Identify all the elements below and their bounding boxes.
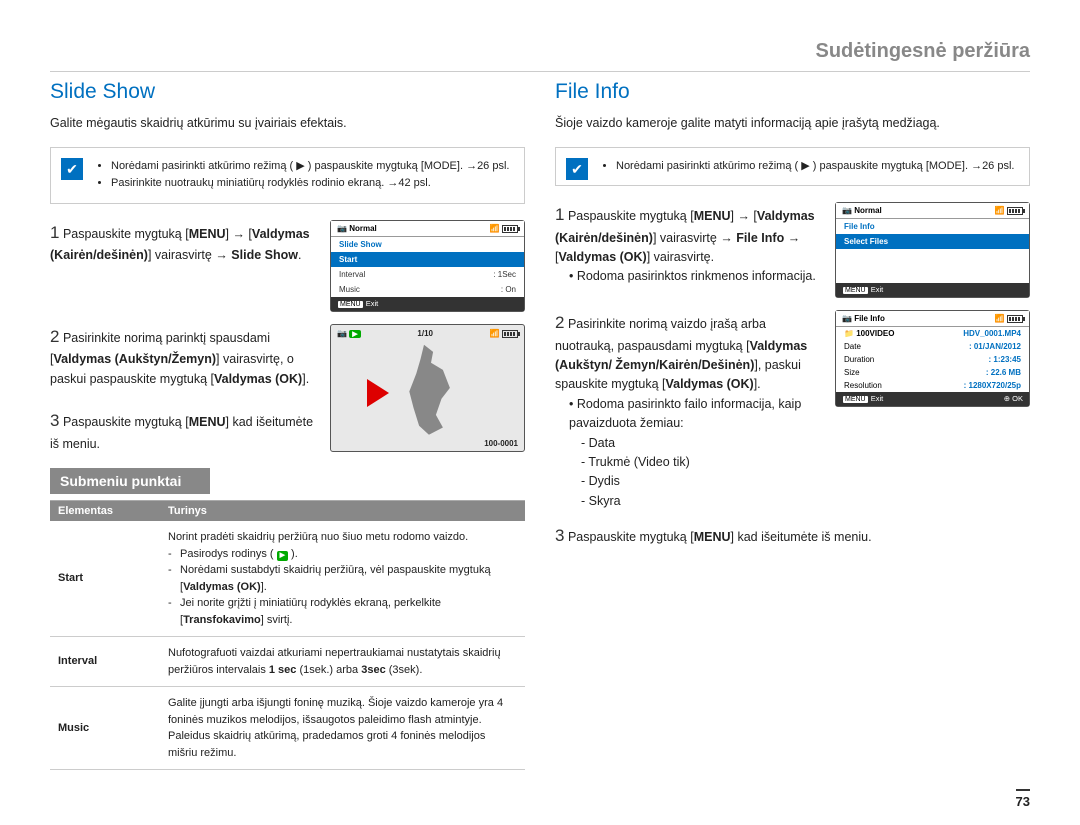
menu-item: Interval: 1Sec [331, 267, 524, 282]
menu-item: File Info [836, 219, 1029, 234]
step-number: 1 [50, 223, 59, 242]
slideshow-section: Slide Show Galite mėgautis skaidrių atkū… [50, 80, 525, 770]
menu-item: Slide Show [331, 237, 524, 252]
note-line: Pasirinkite nuotraukų miniatiūrų rodyklė… [111, 175, 514, 193]
play-icon [367, 379, 389, 407]
table-row: Interval Nufotografuoti vaizdai atkuriam… [50, 637, 525, 687]
step-number: 1 [555, 205, 564, 224]
submenu-table: Elementas Turinys Start Norint pradėti s… [50, 500, 525, 770]
menu-item: Music: On [331, 282, 524, 297]
step-number: 3 [50, 411, 59, 430]
note-line: Norėdami pasirinkti atkūrimo režimą ( ▶ … [616, 158, 1019, 176]
step-number: 2 [50, 327, 59, 346]
slideshow-title: Slide Show [50, 80, 525, 104]
fileinfo-intro: Šioje vaizdo kameroje galite matyti info… [555, 114, 1030, 133]
page-number: 73 [1016, 789, 1030, 809]
table-header: Elementas [50, 501, 160, 522]
menu-item-selected: Start [331, 252, 524, 267]
file-info-screen: 📷 File Info 📶 📁 100VIDEOHDV_0001.MP4 Dat… [835, 310, 1030, 407]
check-icon: ✔ [566, 158, 588, 180]
table-row: Music Galite įjungti arba išjungti fonin… [50, 687, 525, 770]
fileinfo-section: File Info Šioje vaizdo kameroje galite m… [555, 80, 1030, 770]
table-header: Turinys [160, 501, 525, 522]
menu-screen: 📷 Normal 📶 Slide Show Start Interval: 1S… [330, 220, 525, 312]
preview-thumbnail: 📷 ▶ 1/10 📶 100-0001 [330, 324, 525, 452]
page-header: Sudėtingesnė peržiūra [50, 40, 1030, 72]
slideshow-note: ✔ Norėdami pasirinkti atkūrimo režimą ( … [50, 147, 525, 204]
table-row: Start Norint pradėti skaidrių peržiūrą n… [50, 521, 525, 637]
menu-item-selected: Select Files [836, 234, 1029, 249]
slideshow-intro: Galite mėgautis skaidrių atkūrimu su įva… [50, 114, 525, 133]
step-number: 2 [555, 313, 564, 332]
menu-screen: 📷 Normal 📶 File Info Select Files MENU E… [835, 202, 1030, 298]
note-line: Norėdami pasirinkti atkūrimo režimą ( ▶ … [111, 158, 514, 176]
step-number: 3 [555, 526, 564, 545]
submenu-header: Submeniu punktai [50, 468, 210, 494]
check-icon: ✔ [61, 158, 83, 180]
fileinfo-title: File Info [555, 80, 1030, 104]
fileinfo-note: ✔ Norėdami pasirinkti atkūrimo režimą ( … [555, 147, 1030, 187]
